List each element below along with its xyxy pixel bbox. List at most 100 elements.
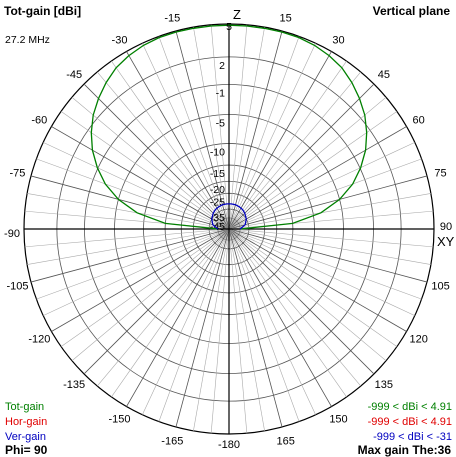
angle-ray — [158, 228, 230, 422]
angle-ray — [228, 126, 407, 230]
angle-rays — [24, 24, 434, 434]
angle-label: 150 — [329, 414, 347, 426]
angle-ray — [228, 228, 300, 422]
angle-ray — [27, 193, 230, 230]
series-ver-gain-curve — [211, 203, 247, 230]
legend-ver-gain-label: Ver-gain — [5, 431, 46, 443]
frequency-label: 27.2 MHz — [5, 34, 50, 46]
angle-label: 120 — [409, 334, 427, 346]
angle-ray — [228, 228, 407, 332]
angle-ray — [228, 60, 347, 230]
angle-label: -165 — [161, 436, 183, 448]
left-title: Tot-gain [dBi] — [4, 4, 82, 18]
angle-ray — [228, 228, 347, 398]
radial-label: 2 — [219, 60, 225, 72]
angle-ray — [228, 228, 332, 407]
angle-ray — [30, 175, 230, 230]
angle-ray — [126, 51, 230, 230]
radial-label: -5 — [216, 118, 225, 130]
angle-ray — [175, 30, 230, 230]
angle-ray — [24, 228, 230, 248]
angle-label: 135 — [375, 379, 393, 391]
angle-ray — [228, 228, 316, 415]
angle-label: -60 — [31, 115, 47, 127]
series-tot-gain-curve — [90, 24, 368, 230]
legend-ver-gain: Ver-gain — [5, 431, 46, 443]
angle-ray — [228, 30, 283, 230]
radial-label: -15 — [210, 168, 225, 180]
angle-label: -180 — [218, 439, 240, 451]
angle-ray — [96, 228, 230, 387]
angle-ray — [210, 24, 230, 230]
legend-tot-gain-label: Tot-gain — [5, 401, 45, 413]
angle-ray — [228, 228, 431, 265]
angle-label: -105 — [6, 281, 28, 293]
angle-ray — [228, 228, 387, 362]
angle-ray — [51, 126, 230, 230]
axis-label-xy: XY — [437, 234, 455, 249]
angle-ray — [142, 43, 230, 230]
angle-ray — [71, 96, 230, 230]
angle-ray — [228, 71, 362, 230]
angle-label: 60 — [413, 115, 425, 127]
gain-curves — [90, 24, 368, 230]
angle-ray — [51, 228, 230, 332]
angle-ray — [228, 83, 375, 230]
angle-ray — [228, 142, 415, 230]
legend-ver-range: -999 < dBi < -31 — [373, 431, 452, 443]
angle-ray — [228, 193, 431, 230]
angle-label: 75 — [434, 167, 446, 179]
angle-ray — [83, 228, 230, 375]
angle-ray — [71, 228, 230, 362]
angle-label: -75 — [10, 167, 26, 179]
angle-ray — [228, 36, 300, 230]
angle-ray — [193, 27, 230, 230]
angle-ray — [83, 83, 230, 230]
angle-ray — [228, 228, 265, 431]
angle-ray — [36, 228, 230, 300]
angle-ray — [228, 228, 398, 347]
angle-ray — [111, 60, 230, 230]
right-title: Vertical plane — [372, 4, 450, 18]
angle-label: 15 — [280, 12, 292, 24]
angle-label: 30 — [332, 34, 344, 46]
angle-ray — [228, 96, 387, 230]
max-label: 5 — [226, 21, 232, 33]
angle-ray — [228, 111, 398, 230]
angle-label: -30 — [112, 34, 128, 46]
max-gain-label: Max gain The:36 — [357, 443, 451, 457]
radial-label: -25 — [210, 196, 225, 208]
radial-label: -45 — [210, 221, 225, 233]
angle-ray — [36, 158, 230, 230]
radial-label: -10 — [210, 146, 225, 158]
axis-label-z: Z — [233, 7, 241, 22]
main-axes — [24, 24, 434, 434]
radial-labels: 2 -1 -5 -10 -15 -20-25 -35-45 — [210, 60, 225, 233]
angle-ray — [228, 43, 316, 230]
angle-ray — [96, 71, 230, 230]
angle-ray — [60, 111, 230, 230]
angle-label: -15 — [164, 12, 180, 24]
legend-hor-gain: Hor-gain — [5, 416, 47, 428]
angle-label: -90 — [4, 228, 20, 240]
angle-ray — [228, 27, 265, 230]
angle-ray — [111, 228, 230, 398]
angle-ray — [210, 228, 230, 434]
angle-ray — [228, 228, 375, 375]
angle-label: -120 — [28, 334, 50, 346]
angle-label: -150 — [108, 414, 130, 426]
angle-ray — [126, 228, 230, 407]
angle-label: 165 — [277, 436, 295, 448]
angle-ray — [228, 228, 422, 300]
angle-ray — [228, 175, 428, 230]
angle-ray — [228, 228, 248, 434]
angle-ray — [228, 51, 332, 230]
angle-ray — [228, 158, 422, 230]
radial-label: -20 — [210, 184, 225, 196]
angle-ray — [60, 228, 230, 347]
angle-ray — [228, 24, 248, 230]
angle-ray — [193, 228, 230, 431]
angle-label: -45 — [66, 69, 82, 81]
